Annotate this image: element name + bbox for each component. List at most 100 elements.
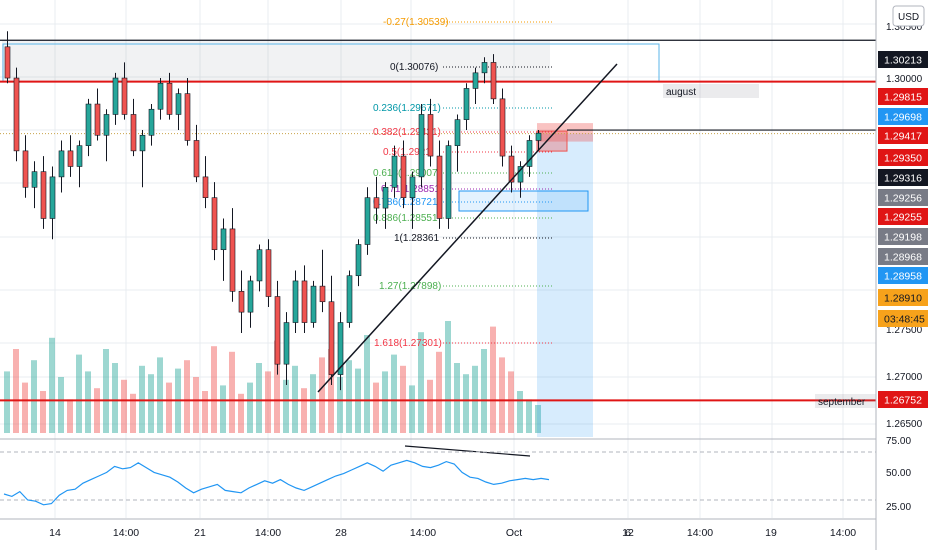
price-tag: 03:48:45 xyxy=(878,310,928,327)
candle xyxy=(400,140,407,209)
candle-body xyxy=(409,176,416,198)
time-tick-label: Oct xyxy=(506,527,522,539)
stop-box xyxy=(536,130,568,152)
candle xyxy=(31,161,38,209)
time-tick-label: 14:00 xyxy=(255,527,281,539)
candle xyxy=(445,140,452,229)
rsi-tick-label: 75.00 xyxy=(886,436,911,447)
candle xyxy=(148,104,155,146)
price-tag-label: 1.29256 xyxy=(884,193,922,205)
candle-body xyxy=(94,103,101,136)
fib-level-label: 0.382(1.29421) xyxy=(373,127,441,138)
candle-body xyxy=(328,301,335,375)
candle xyxy=(247,275,254,328)
volume-bar xyxy=(427,379,433,433)
candle-body xyxy=(364,197,371,245)
volume-bar xyxy=(274,340,280,433)
volume-bar xyxy=(67,399,73,433)
price-tag: 1.29198 xyxy=(878,228,928,245)
price-tag-label: 1.29316 xyxy=(884,173,922,185)
currency-button[interactable]: USD xyxy=(892,5,925,27)
volume-bar xyxy=(508,371,514,433)
candle xyxy=(157,78,164,120)
candle xyxy=(409,171,416,229)
volume-bar xyxy=(301,388,307,433)
candle-body xyxy=(229,228,236,292)
price-tag-label: 1.28910 xyxy=(884,293,922,305)
candle xyxy=(4,31,11,84)
price-tag-bg xyxy=(878,127,928,144)
candle xyxy=(193,124,200,183)
volume-bar xyxy=(283,379,289,433)
candle-body xyxy=(148,108,155,136)
candle-body xyxy=(13,77,20,152)
price-tag-bg xyxy=(878,169,928,186)
fib-level-label: -0.27(1.30539) xyxy=(383,17,449,28)
candle xyxy=(238,270,245,333)
candle xyxy=(121,62,128,120)
candle-body xyxy=(121,77,128,115)
candle-body xyxy=(49,176,56,219)
candle-body xyxy=(517,166,524,183)
price-tag-bg xyxy=(878,228,928,245)
candle-body xyxy=(454,119,461,146)
candle xyxy=(130,98,137,157)
candle xyxy=(13,67,20,162)
candle-body xyxy=(40,171,47,219)
candle xyxy=(364,187,371,255)
price-tag: 1.29698 xyxy=(878,108,928,125)
fib-level-label: 0.886(1.28551 xyxy=(373,213,438,224)
volume-bar xyxy=(328,349,334,433)
candle-body xyxy=(490,62,497,100)
volume-bar xyxy=(247,382,253,433)
time-tick-label: 14:00 xyxy=(830,527,856,539)
volume-bar xyxy=(346,360,352,433)
candle xyxy=(22,135,29,198)
time-tick-label: 21 xyxy=(194,527,206,539)
august-label: august xyxy=(666,87,696,98)
candle-body xyxy=(346,275,353,323)
price-tick-label: 1.26500 xyxy=(886,419,923,430)
volume-bar xyxy=(310,374,316,433)
price-tag-label: 1.26752 xyxy=(884,395,922,407)
position-target-zone xyxy=(537,133,593,437)
fib-level-label: 1.27(1.27898) xyxy=(379,281,441,292)
candle-body xyxy=(463,88,470,120)
price-tags: 1.30213 1.29815 1.29698 1.29417 1.29350 1.293… xyxy=(878,51,928,408)
price-tag: 1.29316 xyxy=(878,169,928,186)
candle-body xyxy=(193,140,200,178)
time-tick-label: 14:00 xyxy=(410,527,436,539)
volume-bar xyxy=(436,351,442,433)
rsi-tick-label: 25.00 xyxy=(886,502,911,513)
volume-bar xyxy=(4,371,10,433)
volume-bar xyxy=(13,349,19,433)
volume-bar xyxy=(454,363,460,433)
price-tag-label: 1.29350 xyxy=(884,153,922,165)
price-tag: 1.29350 xyxy=(878,149,928,166)
candle-body xyxy=(31,171,38,188)
candle xyxy=(301,265,308,333)
candle-body xyxy=(445,145,452,219)
price-tag-bg xyxy=(878,248,928,265)
candle-body xyxy=(76,145,83,167)
price-tag-label: 1.29815 xyxy=(884,92,922,104)
resistance-zone xyxy=(2,40,550,82)
price-tick-label: 1.27000 xyxy=(886,372,923,383)
candle xyxy=(49,166,56,240)
candle-body xyxy=(211,197,218,251)
volume-bar xyxy=(391,354,397,433)
price-tag: 1.26752 xyxy=(878,391,928,408)
price-tick-label: 1.30000 xyxy=(886,74,923,85)
volume-bar xyxy=(364,335,370,433)
candle-body xyxy=(427,114,434,157)
price-tag-label: 1.28958 xyxy=(884,271,922,283)
volume-bar xyxy=(157,357,163,433)
price-tag-bg xyxy=(878,267,928,284)
volume-bar xyxy=(40,391,46,433)
volume-bar xyxy=(166,382,172,433)
candle-body xyxy=(166,82,173,115)
rsi-axis-ticks: 75.00 50.00 25.00 xyxy=(886,436,911,513)
time-tick-label: 19 xyxy=(765,527,777,539)
currency-button-bg[interactable] xyxy=(892,5,925,27)
